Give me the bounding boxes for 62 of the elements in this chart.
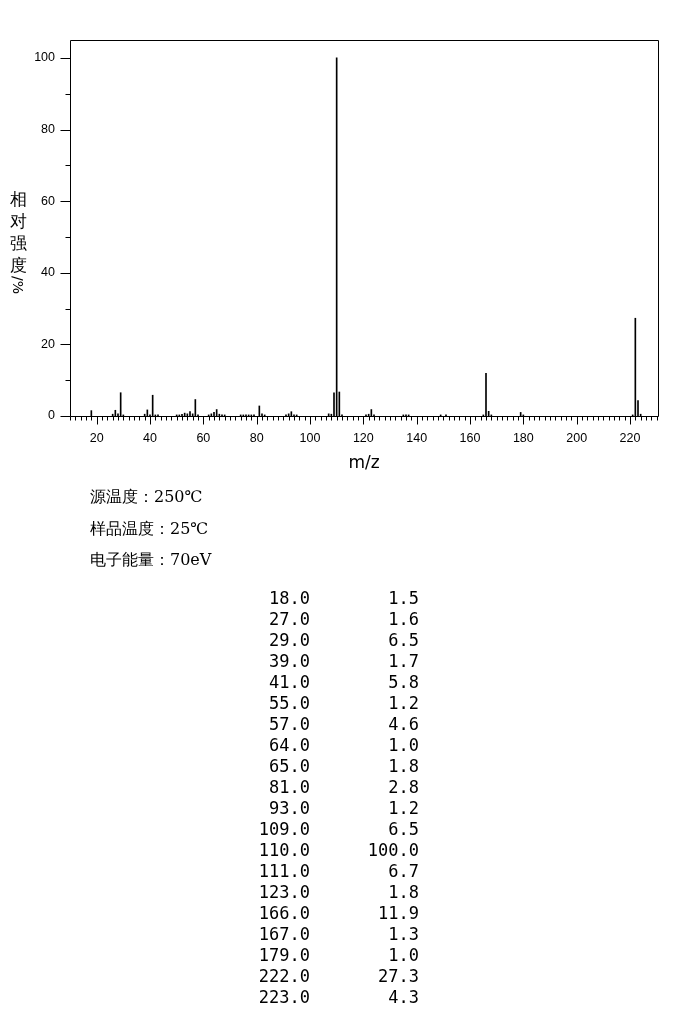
text: 18.0 (268, 588, 310, 608)
y-tick-label: 80 (41, 121, 56, 136)
text: 1.3 (388, 924, 419, 944)
text: 4.3 (388, 987, 419, 1007)
text: 6.7 (388, 861, 419, 881)
text: 167.0 (257, 924, 310, 944)
text: 4.6 (388, 714, 419, 734)
text: 166.0 (257, 903, 310, 923)
x-tick-label: 160 (459, 430, 481, 445)
text: 93.0 (268, 798, 310, 818)
text: 29.0 (268, 630, 310, 650)
text: 11.9 (378, 903, 419, 923)
text: 1.8 (388, 756, 419, 776)
text: 223.0 (257, 987, 310, 1007)
text: 5.8 (388, 672, 419, 692)
text: 222.0 (257, 966, 310, 986)
text: 1.7 (388, 651, 419, 671)
text: 1.0 (388, 945, 419, 965)
text: 27.0 (268, 609, 310, 629)
text: 55.0 (268, 693, 310, 713)
text: 100.0 (367, 840, 419, 860)
text: 1.8 (388, 882, 419, 902)
text: 2.8 (388, 777, 419, 797)
y-tick-label: 40 (41, 265, 56, 280)
x-tick-label: 120 (352, 430, 374, 445)
x-tick-label: 180 (512, 430, 534, 445)
text: 64.0 (268, 735, 310, 755)
y-tick-label: 20 (41, 336, 56, 351)
y-tick-label: 60 (41, 193, 56, 208)
x-tick-label: 40 (143, 430, 157, 445)
text: 源温度：250℃ (90, 487, 203, 507)
text: 电子能量：70eV (90, 550, 212, 570)
text: 110.0 (257, 840, 310, 860)
text: 179.0 (257, 945, 310, 965)
text: 6.5 (388, 819, 419, 839)
text: 1.2 (388, 798, 419, 818)
x-axis-title: m/z (348, 452, 380, 473)
text: 1.6 (388, 609, 419, 629)
x-tick-label: 140 (406, 430, 428, 445)
text: 样品温度：25℃ (90, 518, 209, 539)
text: 1.2 (388, 693, 419, 713)
text: 41.0 (268, 672, 310, 692)
x-tick-label: 100 (299, 430, 321, 445)
text: 1.0 (388, 735, 419, 755)
x-tick-label: 20 (89, 430, 104, 445)
text: 27.3 (378, 966, 419, 986)
x-tick-label: 80 (249, 430, 264, 445)
y-tick-label: 0 (48, 408, 56, 423)
text: 123.0 (257, 882, 310, 902)
text: 109.0 (257, 819, 310, 839)
x-tick-label: 60 (196, 430, 211, 445)
x-tick-label: 220 (619, 430, 641, 445)
text: 111.0 (257, 861, 310, 881)
text: 57.0 (268, 714, 310, 734)
text: 6.5 (388, 630, 419, 650)
x-tick-label: 200 (566, 430, 588, 445)
y-tick-label: 100 (34, 50, 56, 65)
y-axis-title: 相对强度/% (8, 188, 28, 295)
text: 65.0 (268, 756, 310, 776)
text: 1.5 (388, 588, 419, 608)
text: 81.0 (268, 777, 310, 797)
text: 39.0 (268, 651, 310, 671)
